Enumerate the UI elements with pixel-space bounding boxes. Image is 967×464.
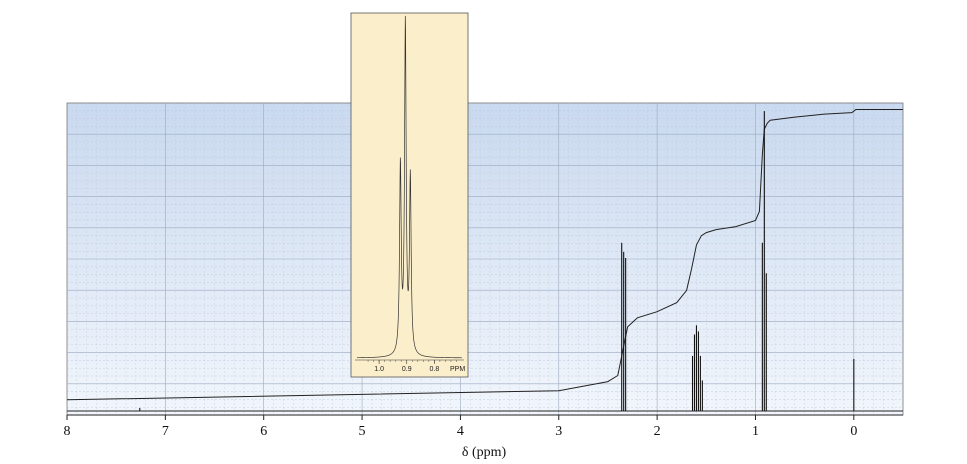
integral-curve	[66, 109, 903, 401]
x-axis-ticks: 8 7 6 5 4 3 2 1 0	[64, 415, 857, 439]
inset-axis-unit: PPM	[450, 366, 465, 373]
x-tick-label: 4	[457, 424, 464, 439]
inset-tick-label: 0.8	[430, 366, 440, 373]
x-tick-label: 5	[359, 424, 366, 439]
x-tick-label: 8	[64, 424, 71, 439]
spectrum-peaks	[139, 111, 855, 411]
inset-tick-label: 1.0	[374, 366, 384, 373]
inset-background	[350, 12, 469, 378]
x-tick-label: 2	[654, 424, 661, 439]
inset-axis-ticks: 1.0 0.9 0.8	[367, 360, 457, 373]
x-tick-label: 6	[260, 424, 267, 439]
x-tick-label: 3	[555, 424, 562, 439]
x-tick-label: 1	[752, 424, 759, 439]
inset-panel: 1.0 0.9 0.8 PPM	[350, 12, 469, 378]
x-axis-title: δ (ppm)	[462, 445, 507, 460]
x-tick-label: 0	[850, 424, 857, 439]
x-tick-label: 7	[162, 424, 169, 439]
inset-spectrum-line	[356, 15, 463, 359]
inset-tick-label: 0.9	[402, 366, 412, 373]
